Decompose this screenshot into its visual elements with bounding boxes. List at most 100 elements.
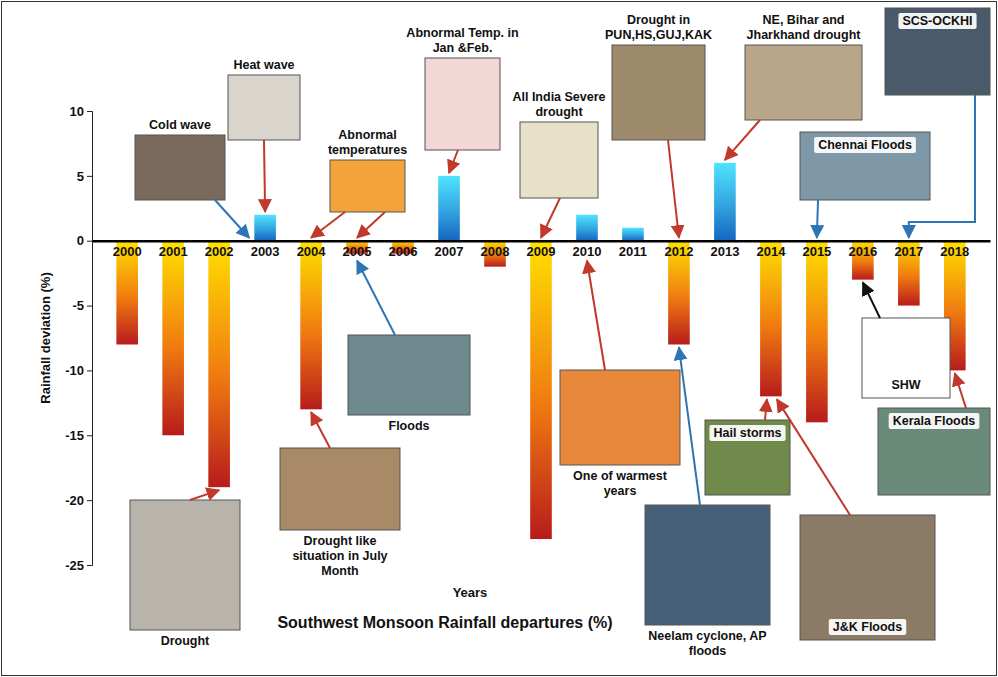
- annotation-image: [612, 45, 705, 140]
- annotation-arrow: [909, 95, 975, 238]
- x-tick: 2000: [113, 244, 142, 259]
- x-axis-title: Years: [453, 585, 488, 600]
- annotation-image: [560, 370, 680, 465]
- annotation-arrow: [541, 198, 560, 238]
- x-tick: 2006: [389, 244, 418, 259]
- y-tick: -25: [65, 558, 92, 573]
- x-tick-label: 2007: [435, 244, 464, 259]
- x-tick-label: 2018: [940, 244, 969, 259]
- annotation-label-line: Floods: [389, 419, 430, 433]
- annotation-label-line: All India Severe: [512, 90, 605, 104]
- y-tick: 10: [70, 104, 92, 119]
- y-axis-title: Rainfall deviation (%): [38, 272, 53, 403]
- annotation-arrow: [863, 283, 880, 318]
- y-tick: -15: [65, 428, 92, 443]
- x-tick-label: 2005: [343, 244, 372, 259]
- annotation-label: Neelam cyclone, APfloods: [648, 629, 766, 658]
- y-tick-label: -25: [65, 558, 84, 573]
- bar: [760, 241, 782, 397]
- y-tick-mark: [87, 306, 92, 307]
- x-tick-label: 2000: [113, 244, 142, 259]
- x-tick: 2007: [435, 244, 464, 259]
- x-tick-label: 2015: [802, 244, 831, 259]
- x-tick-label: 2013: [710, 244, 739, 259]
- annotation-label-line: Heat wave: [233, 58, 294, 72]
- x-tick: 2001: [159, 244, 188, 259]
- annotation-label: Heat wave: [233, 58, 294, 72]
- x-tick: 2016: [848, 244, 877, 259]
- annotation-arrow: [311, 412, 330, 448]
- annotation-image: [130, 500, 240, 630]
- annotation-image: [862, 318, 950, 398]
- x-tick-label: 2002: [205, 244, 234, 259]
- x-tick-label: 2014: [756, 244, 786, 259]
- annotation-arrow: [955, 373, 966, 408]
- annotation-label-line: SHW: [891, 378, 920, 392]
- x-tick-label: 2006: [389, 244, 418, 259]
- annotation-label-line: floods: [689, 644, 727, 658]
- y-tick-label: 0: [77, 233, 84, 248]
- annotation-label-line: Neelam cyclone, AP: [648, 629, 766, 643]
- annotation-image: [800, 515, 935, 640]
- annotation-label-line: Jan &Feb.: [433, 41, 493, 55]
- annotation-image: [135, 135, 225, 200]
- x-axis-line: [93, 240, 991, 243]
- annotation-label: Floods: [389, 419, 430, 433]
- annotation-arrow: [679, 347, 700, 505]
- annotation-label: All India Severedrought: [512, 90, 605, 119]
- bar: [254, 215, 276, 241]
- x-tick-label: 2003: [251, 244, 280, 259]
- bar: [714, 163, 736, 241]
- annotation-label: SHW: [891, 378, 920, 392]
- x-tick: 2012: [664, 244, 693, 259]
- x-tick: 2010: [573, 244, 602, 259]
- y-tick-mark: [87, 370, 92, 371]
- annotation-arrow: [765, 399, 767, 420]
- annotation-image: [348, 335, 470, 415]
- annotation-label-line: SCS-OCKHI: [902, 14, 972, 28]
- x-tick: 2013: [710, 244, 739, 259]
- annotation-label: Abnormal Temp. inJan &Feb.: [406, 26, 518, 55]
- x-tick-label: 2016: [848, 244, 877, 259]
- x-tick: 2002: [205, 244, 234, 259]
- annotation-label: Chennai Floods: [818, 138, 912, 152]
- annotation-image: [878, 408, 990, 495]
- x-tick-label: 2001: [159, 244, 188, 259]
- annotation-label-patch: [814, 137, 916, 153]
- x-tick-label: 2017: [894, 244, 923, 259]
- annotation-label: NE, Bihar andJharkhand drought: [747, 13, 862, 42]
- annotation-image: [425, 58, 500, 150]
- y-tick-label: -20: [65, 493, 84, 508]
- annotation-arrow: [357, 212, 385, 238]
- x-tick: 2009: [527, 244, 556, 259]
- y-tick: -10: [65, 363, 92, 378]
- x-tick: 2015: [802, 244, 831, 259]
- annotation-labels: Cold waveHeat waveAbnormaltemperaturesAb…: [149, 13, 979, 658]
- y-tick: -20: [65, 493, 92, 508]
- y-tick-mark: [87, 111, 92, 112]
- annotation-label-patch: [889, 413, 980, 429]
- annotation-image: [645, 505, 770, 625]
- annotation-label-line: Drought like: [304, 534, 377, 548]
- annotation-image: [800, 132, 930, 200]
- annotation-label-patch: [887, 377, 924, 393]
- bar: [208, 241, 230, 487]
- annotation-label-line: Drought: [161, 634, 210, 648]
- annotation-arrow: [725, 120, 760, 160]
- annotations: [130, 8, 990, 640]
- annotation-arrow: [215, 200, 249, 238]
- annotation-image: [745, 45, 862, 120]
- chart-svg: -25-20-15-10-505102000200120022003200420…: [0, 0, 998, 677]
- annotation-image: [228, 75, 300, 140]
- annotation-label: One of warmestyears: [573, 469, 668, 498]
- annotation-label-line: years: [604, 484, 637, 498]
- y-axis-line: [87, 112, 93, 566]
- bar: [438, 176, 460, 241]
- annotation-label: Hail storms: [713, 426, 781, 440]
- bar: [162, 241, 184, 436]
- annotation-label-line: One of warmest: [573, 469, 668, 483]
- annotation-label: Drought: [161, 634, 210, 648]
- annotation-label-line: Chennai Floods: [818, 138, 912, 152]
- annotation-label: Drought likesituation in JulyMonth: [292, 534, 387, 578]
- x-tick: 2018: [940, 244, 969, 259]
